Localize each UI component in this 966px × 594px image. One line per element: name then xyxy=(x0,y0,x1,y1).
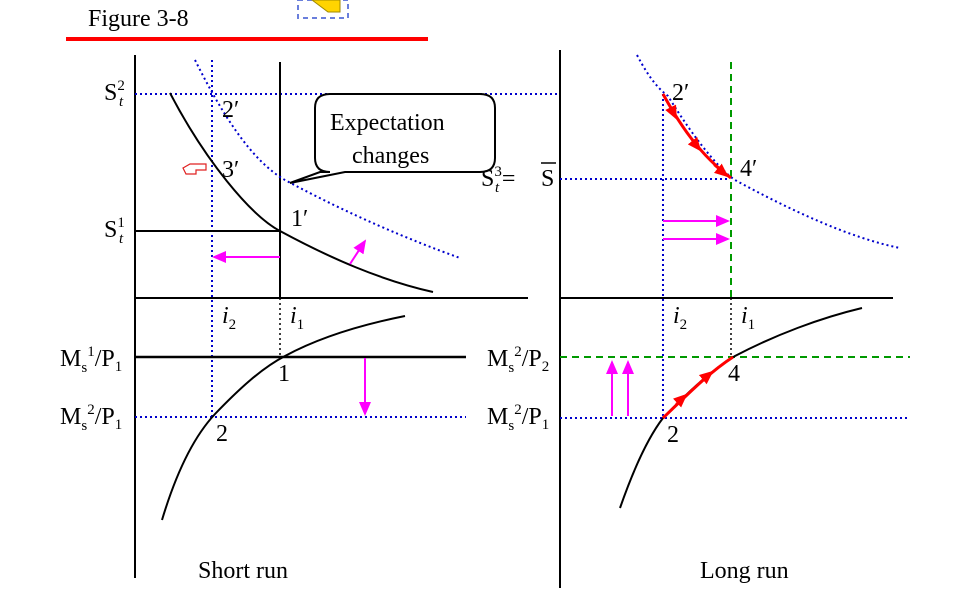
right-red-arrow-1 xyxy=(665,104,677,120)
slide-icon xyxy=(297,0,349,19)
right-i2-label: i2 xyxy=(673,303,687,333)
red-title-underline xyxy=(66,37,428,41)
right-point-4: 4 xyxy=(728,361,740,387)
right-red-arrow-3 xyxy=(713,163,729,178)
left-money-demand-curve xyxy=(161,315,406,521)
left-st2-label: S2 xyxy=(104,78,125,106)
left-st1-sub: t xyxy=(119,231,124,247)
expectation-callout xyxy=(289,93,496,184)
left-ms1p1-label: Ms1/P1 xyxy=(60,344,122,376)
right-point-4prime: 4′ xyxy=(740,156,757,182)
left-i2-label: i2 xyxy=(222,303,236,333)
left-point-1: 1 xyxy=(278,361,290,387)
right-sbar-label: S xyxy=(541,166,554,192)
left-shifted-return-curve xyxy=(194,59,461,259)
right-point-2: 2 xyxy=(667,422,679,448)
right-i1-label: i1 xyxy=(741,303,755,333)
right-red-path-lower xyxy=(661,355,734,420)
right-money-demand-curve xyxy=(619,307,863,509)
right-ms2p2-label: Ms2/P2 xyxy=(487,344,549,376)
figure-label: Figure 3-8 xyxy=(88,6,189,32)
right-red-path-upper xyxy=(661,93,732,180)
left-point-1prime: 1′ xyxy=(291,206,308,232)
right-caption: Long run xyxy=(700,558,789,584)
right-return-curve xyxy=(636,54,901,249)
callout-line2: changes xyxy=(352,143,429,169)
left-ms2p1-label: Ms2/P1 xyxy=(60,402,122,434)
right-ms2p1-label: Ms2/P1 xyxy=(487,402,549,434)
left-return-curve xyxy=(169,92,434,293)
left-point-3prime: 3′ xyxy=(222,157,239,183)
right-st3-sub: t xyxy=(495,180,500,196)
hand-pointer-icon xyxy=(182,163,207,175)
right-red-arrow-2 xyxy=(687,136,702,152)
left-st2-sub: t xyxy=(119,94,124,110)
right-st3-label: S3= xyxy=(481,164,515,192)
left-st1-label: S1 xyxy=(104,215,125,243)
right-point-2prime: 2′ xyxy=(672,80,689,106)
left-point-2prime: 2′ xyxy=(222,97,239,123)
left-i1-label: i1 xyxy=(290,303,304,333)
left-magenta-arrow-shift xyxy=(349,239,367,265)
right-red-arrow-5 xyxy=(698,370,714,385)
left-caption: Short run xyxy=(198,558,288,584)
right-red-arrow-4 xyxy=(673,393,688,408)
callout-line1: Expectation xyxy=(330,110,445,136)
left-point-2: 2 xyxy=(216,421,228,447)
